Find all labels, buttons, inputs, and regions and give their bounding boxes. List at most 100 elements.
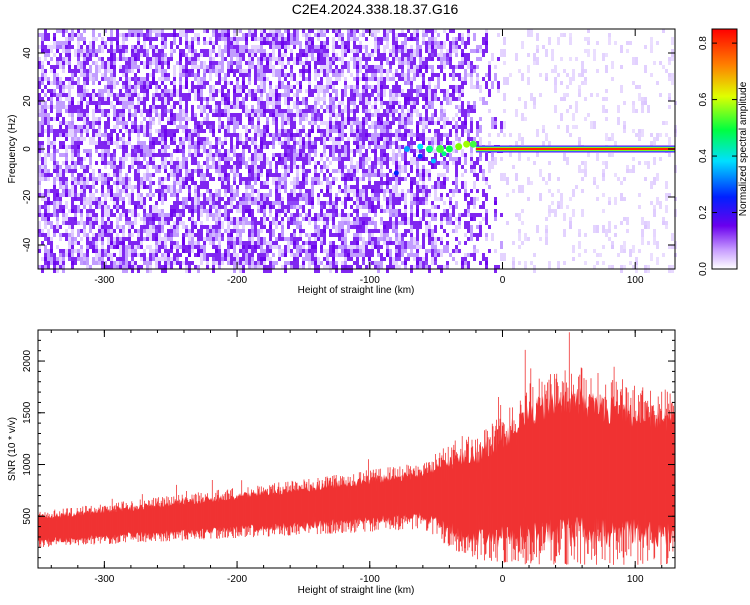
heatmap-cell: [437, 117, 440, 121]
heatmap-cell: [248, 33, 251, 37]
heatmap-cell: [266, 129, 269, 133]
heatmap-cell: [320, 121, 323, 125]
heatmap-cell: [149, 221, 152, 225]
heatmap-cell: [398, 49, 401, 53]
heatmap-cell: [221, 173, 224, 177]
heatmap-cell: [119, 205, 122, 209]
heatmap-cell: [428, 249, 431, 253]
heatmap-cell: [209, 165, 212, 169]
heatmap-cell: [212, 245, 215, 249]
heatmap-cell: [158, 29, 161, 33]
heatmap-cell: [419, 73, 422, 77]
heatmap-cell: [323, 45, 326, 49]
heatmap-cell: [389, 53, 392, 57]
heatmap-cell: [122, 149, 125, 157]
heatmap-cell: [359, 97, 362, 101]
heatmap-cell: [278, 245, 281, 249]
heatmap-cell: [110, 157, 113, 161]
heatmap-cell: [386, 185, 389, 189]
heatmap-cell: [200, 125, 203, 129]
heatmap-cell: [362, 45, 365, 49]
heatmap-cell: [206, 157, 209, 165]
heatmap-cell: [230, 209, 233, 213]
heatmap-cell: [428, 189, 431, 193]
heatmap-cell: [203, 37, 206, 41]
heatmap-cell: [233, 261, 236, 265]
heatmap-cell: [101, 237, 104, 241]
heatmap-cell: [194, 61, 197, 69]
heatmap-cell: [359, 153, 362, 157]
heatmap-cell: [227, 225, 230, 233]
heatmap-cell: [434, 189, 437, 193]
heatmap-cell: [167, 77, 170, 81]
heatmap-cell: [239, 161, 242, 169]
heatmap-cell: [236, 241, 239, 245]
heatmap-cell: [356, 117, 359, 125]
heatmap-cell: [116, 189, 119, 193]
heatmap-cell: [374, 77, 377, 81]
heatmap-cell: [110, 101, 113, 109]
heatmap-cell: [125, 237, 128, 241]
heatmap-cell: [395, 101, 398, 105]
heatmap-cell: [338, 77, 341, 81]
heatmap-cell: [428, 53, 431, 57]
heatmap-cell: [125, 153, 128, 161]
heatmap-cell: [410, 253, 413, 257]
heatmap-cell: [320, 29, 323, 33]
heatmap-cell: [266, 61, 269, 65]
heatmap-cell: [314, 33, 317, 37]
heatmap-cell: [398, 65, 401, 69]
heatmap-cell: [161, 113, 164, 117]
heatmap-cell: [374, 153, 377, 161]
heatmap-cell: [44, 237, 47, 241]
heatmap-cell: [245, 161, 248, 169]
heatmap-cell: [122, 125, 125, 129]
heatmap-cell: [137, 153, 140, 157]
heatmap-cell: [380, 121, 383, 125]
heatmap-cell: [74, 65, 77, 73]
heatmap-cell: [305, 249, 308, 257]
heatmap-cell: [65, 193, 68, 197]
heatmap-cell: [191, 141, 194, 145]
heatmap-cell: [350, 149, 353, 153]
heatmap-cell: [242, 197, 245, 201]
heatmap-cell: [404, 177, 407, 181]
heatmap-cell: [107, 161, 110, 165]
heatmap-cell: [173, 201, 176, 205]
heatmap-cell: [278, 41, 281, 45]
heatmap-cell: [254, 201, 257, 205]
heatmap-cell: [335, 137, 338, 141]
heatmap-cell: [113, 237, 116, 241]
heatmap-cell: [257, 89, 260, 93]
heatmap-cell: [56, 81, 59, 89]
heatmap-cell: [62, 121, 65, 125]
heatmap-cell: [83, 81, 86, 89]
heatmap-cell: [113, 81, 116, 89]
heatmap-cell: [161, 105, 164, 109]
heatmap-cell: [416, 173, 419, 177]
heatmap-cell: [404, 125, 407, 129]
heatmap-cell: [122, 185, 125, 189]
heatmap-cell: [101, 45, 104, 53]
heatmap-cell: [56, 197, 59, 201]
heatmap-cell: [419, 57, 422, 61]
heatmap-cell: [161, 117, 164, 121]
heatmap-cell: [416, 113, 419, 117]
heatmap-cell: [308, 29, 311, 33]
heatmap-cell: [188, 173, 191, 177]
heatmap-cell: [440, 237, 443, 241]
heatmap-cell: [188, 217, 191, 221]
heatmap-cell: [254, 181, 257, 185]
heatmap-cell: [92, 201, 95, 205]
heatmap-cell: [416, 221, 419, 225]
heatmap-cell: [218, 157, 221, 165]
heatmap-cell: [362, 261, 365, 265]
heatmap-cell: [80, 185, 83, 189]
heatmap-cell: [251, 229, 254, 237]
heatmap-cell: [143, 85, 146, 93]
heatmap-cell: [377, 157, 380, 161]
heatmap-cell: [254, 53, 257, 57]
heatmap-cell: [107, 257, 110, 261]
heatmap-cell: [413, 257, 416, 261]
heatmap-cell: [401, 93, 404, 97]
